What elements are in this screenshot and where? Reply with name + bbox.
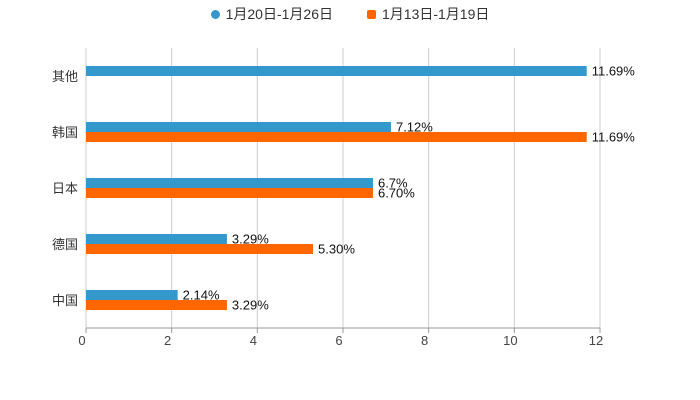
value-label-s2-2: 6.70% bbox=[378, 186, 415, 201]
bar-s2-1 bbox=[86, 132, 587, 142]
category-label-3: 德国 bbox=[52, 237, 78, 252]
bar-s1-1 bbox=[86, 122, 391, 132]
bar-s1-0 bbox=[86, 66, 587, 76]
category-label-0: 其他 bbox=[52, 69, 78, 84]
bar-s2-4 bbox=[86, 300, 227, 310]
legend-marker-series-2 bbox=[367, 9, 376, 19]
category-label-2: 日本 bbox=[52, 181, 78, 196]
x-tick-label-3: 6 bbox=[335, 333, 342, 348]
bar-s2-3 bbox=[86, 244, 314, 254]
legend-marker-series-1 bbox=[210, 9, 220, 19]
bar-s2-2 bbox=[86, 188, 373, 198]
x-tick-label-0: 0 bbox=[78, 333, 85, 348]
legend-label-series-2: 1月13日-1月19日 bbox=[382, 6, 490, 22]
legend-item-series-2[interactable]: 1月13日-1月19日 bbox=[367, 4, 489, 24]
value-label-s1-3: 3.29% bbox=[232, 232, 269, 247]
category-label-1: 韩国 bbox=[52, 125, 78, 140]
category-label-4: 中国 bbox=[52, 293, 78, 308]
value-label-s1-4: 2.14% bbox=[183, 288, 220, 303]
value-label-s2-4: 3.29% bbox=[232, 298, 269, 313]
value-label-s2-3: 5.30% bbox=[318, 242, 355, 257]
x-tick-label-6: 12 bbox=[589, 333, 603, 348]
chart-legend: 1月20日-1月26日 1月13日-1月19日 bbox=[0, 4, 700, 24]
value-label-s1-2: 6.7% bbox=[378, 176, 408, 191]
bar-s1-3 bbox=[86, 234, 227, 244]
value-label-s1-1: 7.12% bbox=[396, 120, 433, 135]
value-label-s1-0: 11.69% bbox=[592, 64, 636, 79]
bar-s1-2 bbox=[86, 178, 373, 188]
bar-s1-4 bbox=[86, 290, 178, 300]
x-tick-label-1: 2 bbox=[164, 333, 171, 348]
legend-label-series-1: 1月20日-1月26日 bbox=[225, 6, 333, 22]
x-tick-label-2: 4 bbox=[250, 333, 257, 348]
x-tick-label-5: 10 bbox=[503, 333, 517, 348]
legend-item-series-1[interactable]: 1月20日-1月26日 bbox=[210, 4, 333, 24]
value-label-s2-1: 11.69% bbox=[592, 130, 636, 145]
x-tick-label-4: 8 bbox=[421, 333, 428, 348]
